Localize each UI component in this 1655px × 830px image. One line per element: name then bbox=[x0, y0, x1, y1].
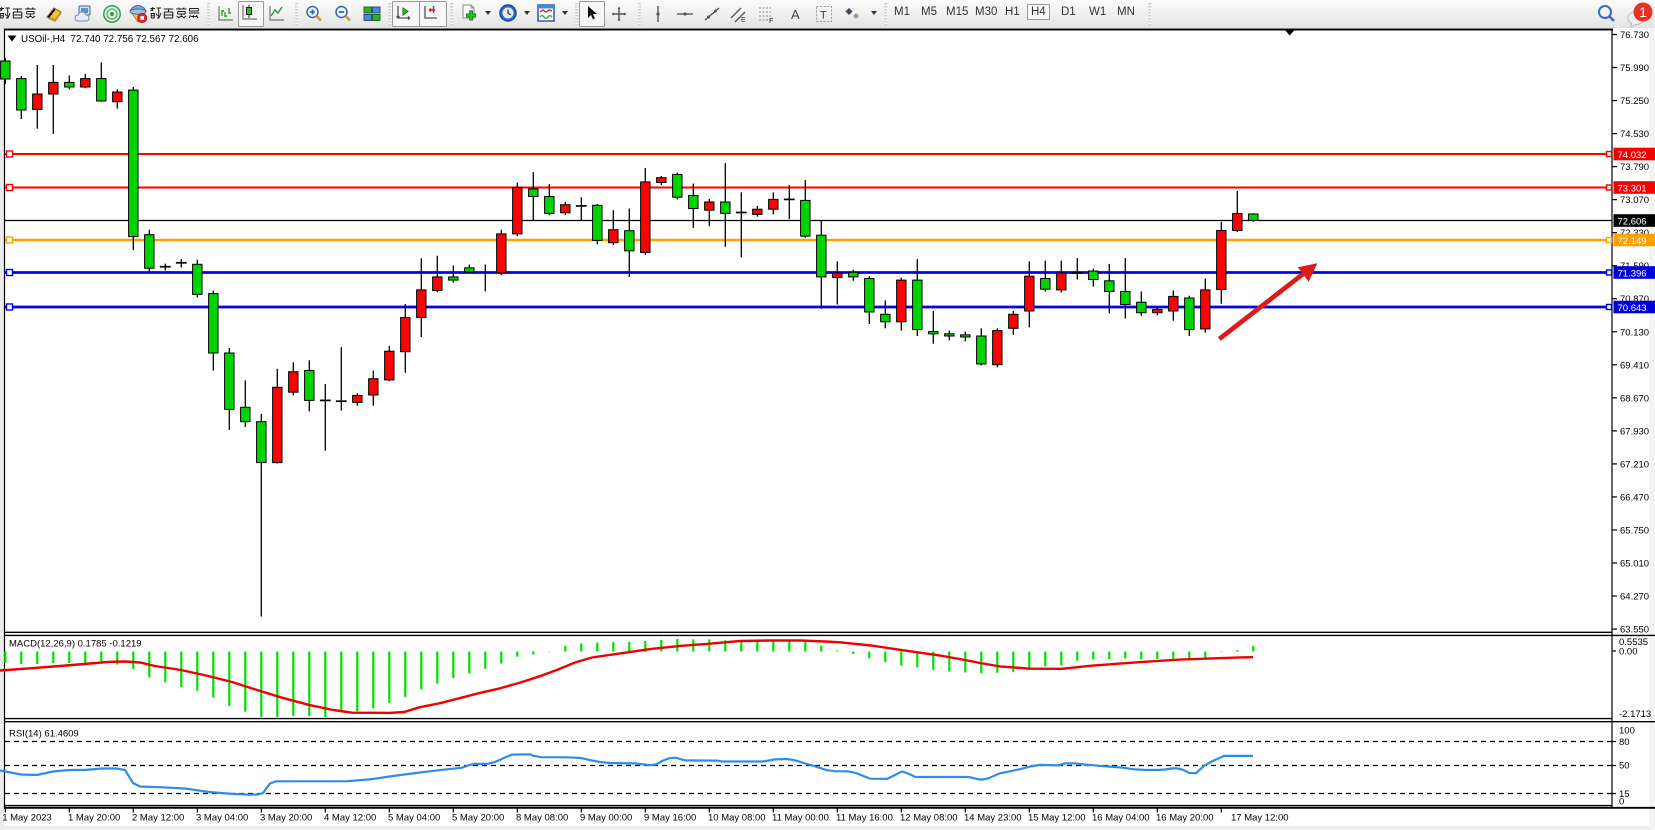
svg-text:16 May 20:00: 16 May 20:00 bbox=[1156, 813, 1214, 824]
svg-text:10 May 08:00: 10 May 08:00 bbox=[708, 813, 766, 824]
svg-text:E: E bbox=[741, 17, 746, 24]
svg-text:MACD(12,26,9) 0.1785 -0.1219: MACD(12,26,9) 0.1785 -0.1219 bbox=[9, 639, 142, 650]
svg-text:2 May 12:00: 2 May 12:00 bbox=[132, 813, 184, 824]
svg-text:9 May 00:00: 9 May 00:00 bbox=[580, 813, 632, 824]
svg-text:14 May 23:00: 14 May 23:00 bbox=[964, 813, 1022, 824]
svg-text:65.750: 65.750 bbox=[1620, 525, 1649, 536]
svg-text:11 May 00:00: 11 May 00:00 bbox=[772, 813, 829, 824]
svg-text:9 May 16:00: 9 May 16:00 bbox=[644, 813, 696, 824]
svg-text:64.270: 64.270 bbox=[1620, 592, 1649, 603]
svg-text:68.670: 68.670 bbox=[1620, 393, 1649, 404]
svg-text:A: A bbox=[791, 7, 800, 22]
svg-text:73.790: 73.790 bbox=[1620, 162, 1649, 173]
svg-text:1 May 20:00: 1 May 20:00 bbox=[68, 813, 120, 824]
svg-text:0.5535: 0.5535 bbox=[1619, 637, 1648, 648]
svg-text:72.149: 72.149 bbox=[1618, 236, 1647, 247]
svg-text:70.130: 70.130 bbox=[1620, 327, 1649, 338]
svg-text:16 May 04:00: 16 May 04:00 bbox=[1092, 813, 1150, 824]
svg-text:100: 100 bbox=[1619, 726, 1635, 737]
svg-text:75.250: 75.250 bbox=[1620, 96, 1649, 107]
svg-text:76.730: 76.730 bbox=[1620, 30, 1649, 41]
svg-text:5 May 20:00: 5 May 20:00 bbox=[452, 813, 504, 824]
svg-text:-2.1713: -2.1713 bbox=[1619, 709, 1651, 720]
svg-text:F: F bbox=[769, 18, 773, 24]
svg-text:T: T bbox=[820, 10, 827, 22]
svg-text:15: 15 bbox=[1619, 789, 1630, 800]
svg-text:8 May 08:00: 8 May 08:00 bbox=[516, 813, 568, 824]
svg-text:15 May 12:00: 15 May 12:00 bbox=[1028, 813, 1086, 824]
svg-text:73.301: 73.301 bbox=[1618, 183, 1647, 194]
svg-text:12 May 08:00: 12 May 08:00 bbox=[900, 813, 958, 824]
svg-text:RSI(14) 61.4609: RSI(14) 61.4609 bbox=[9, 729, 79, 740]
svg-text:0.00: 0.00 bbox=[1619, 647, 1638, 658]
svg-text:USOil-,H4 72.740 72.756 72.56: USOil-,H4 72.740 72.756 72.567 72.606 bbox=[21, 34, 199, 45]
svg-text:69.410: 69.410 bbox=[1620, 360, 1649, 371]
svg-text:72.606: 72.606 bbox=[1618, 216, 1647, 227]
svg-text:5 May 04:00: 5 May 04:00 bbox=[388, 813, 440, 824]
svg-text:63.550: 63.550 bbox=[1620, 625, 1649, 636]
svg-text:67.930: 67.930 bbox=[1620, 426, 1649, 437]
svg-text:3 May 20:00: 3 May 20:00 bbox=[260, 813, 312, 824]
svg-text:17 May 12:00: 17 May 12:00 bbox=[1231, 813, 1289, 824]
svg-text:74.032: 74.032 bbox=[1618, 150, 1647, 161]
svg-text:67.210: 67.210 bbox=[1620, 459, 1649, 470]
svg-text:0: 0 bbox=[1619, 797, 1624, 808]
svg-text:75.990: 75.990 bbox=[1620, 63, 1649, 74]
svg-text:1 May 2023: 1 May 2023 bbox=[2, 813, 52, 824]
svg-text:72.330: 72.330 bbox=[1620, 228, 1649, 239]
svg-text:4 May 12:00: 4 May 12:00 bbox=[324, 813, 376, 824]
svg-text:71.396: 71.396 bbox=[1618, 268, 1647, 279]
svg-text:66.470: 66.470 bbox=[1620, 492, 1649, 503]
svg-text:65.010: 65.010 bbox=[1620, 558, 1649, 569]
svg-text:70.870: 70.870 bbox=[1620, 294, 1649, 305]
svg-text:1: 1 bbox=[1639, 4, 1647, 20]
svg-text:3 May 04:00: 3 May 04:00 bbox=[196, 813, 248, 824]
svg-text:11 May 16:00: 11 May 16:00 bbox=[836, 813, 893, 824]
svg-text:74.530: 74.530 bbox=[1620, 129, 1649, 140]
svg-text:73.070: 73.070 bbox=[1620, 195, 1649, 206]
svg-text:80: 80 bbox=[1619, 737, 1630, 748]
svg-text:70.643: 70.643 bbox=[1618, 303, 1647, 314]
svg-text:50: 50 bbox=[1619, 760, 1630, 771]
